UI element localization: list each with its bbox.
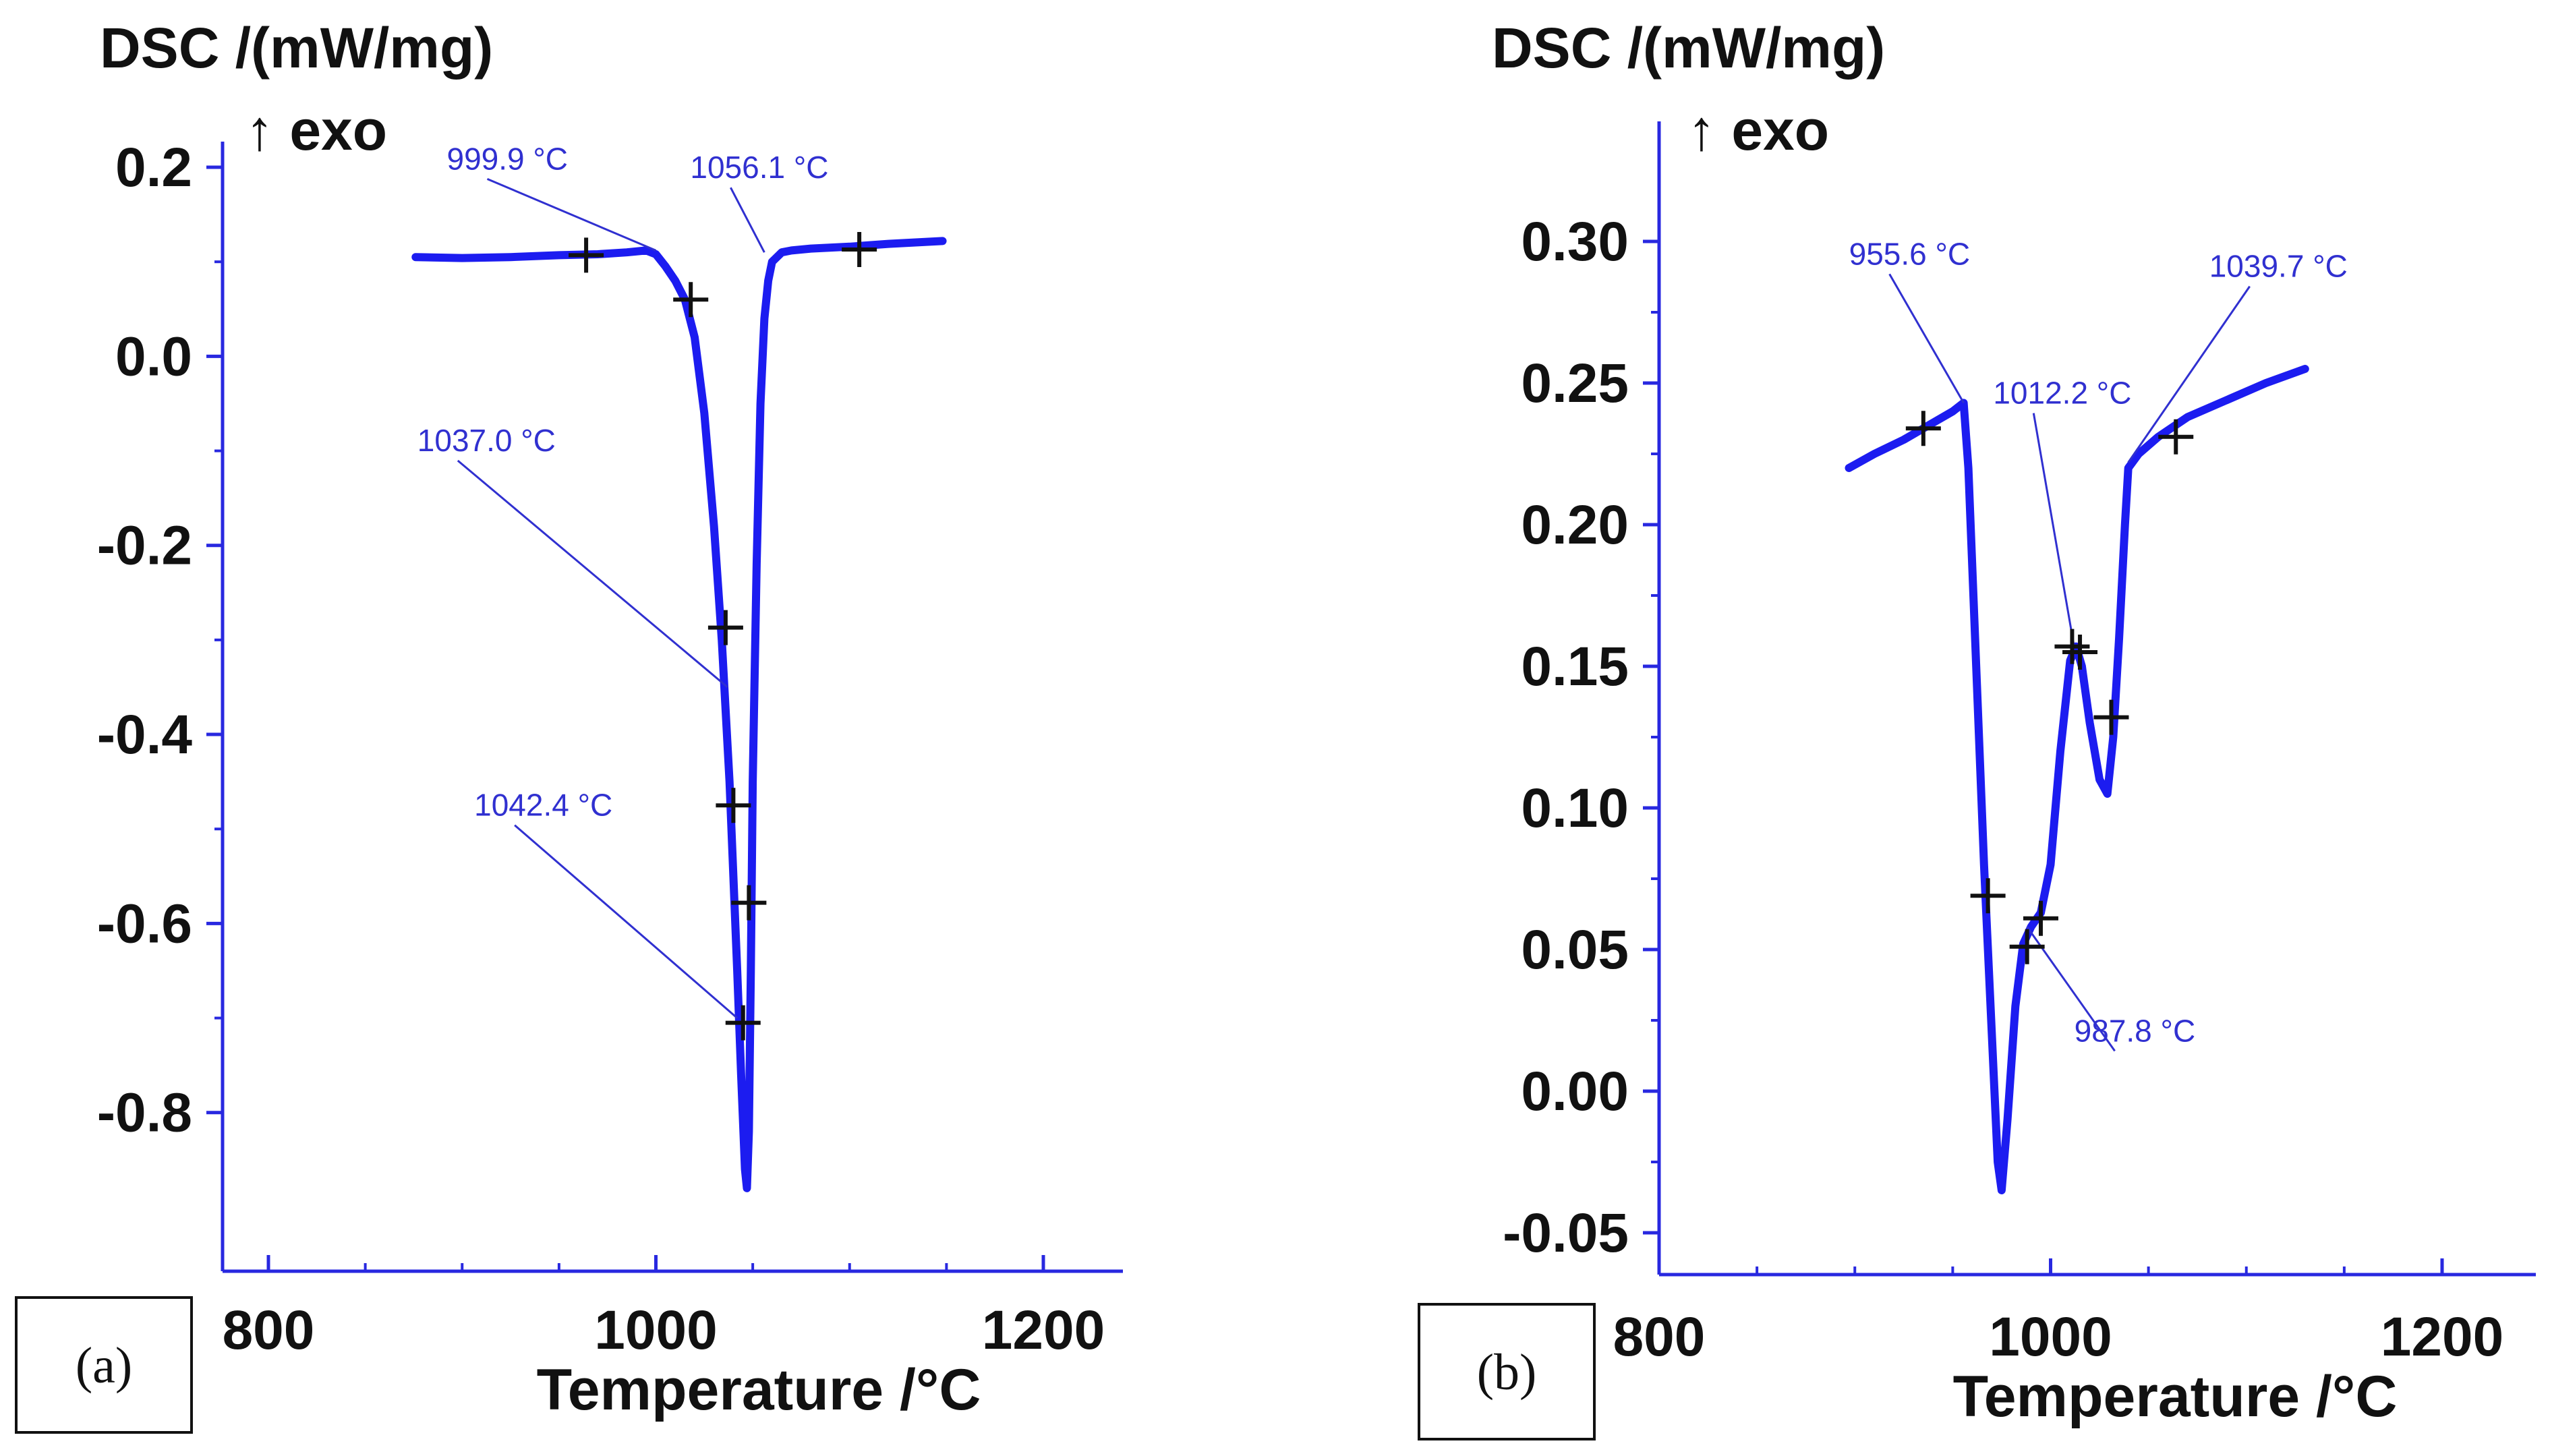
- panel-b-annotation-label: 955.6 °C: [1849, 236, 1971, 271]
- panel-a-ytick-label: -0.6: [97, 893, 192, 954]
- panel-b-marker: [1905, 411, 1941, 446]
- panel-b-annotation-label: 1012.2 °C: [1993, 376, 2131, 411]
- panel-b-chart: DSC /(mW/mg) ↑ exo 0.30 0.25 0.20 0.15 0.10 0…: [1418, 16, 2536, 1440]
- panel-b-xtick-label: 1200: [2381, 1306, 2503, 1368]
- panel-b-ytick-label: 0.25: [1521, 353, 1629, 414]
- panel-b-annotation-label: 1039.7 °C: [2209, 249, 2348, 284]
- panel-a-marker: [731, 885, 767, 921]
- panel-a-marker: [725, 1005, 761, 1041]
- panel-b-ytick-label: 0.20: [1521, 494, 1629, 556]
- panel-a-annotation-label: 1037.0 °C: [417, 423, 556, 458]
- panel-a-ylabel: DSC /(mW/mg): [100, 16, 493, 80]
- panel-b-marker: [2054, 629, 2090, 664]
- panel-b-annotation-label: 987.8 °C: [2075, 1013, 2196, 1048]
- panel-b-label: (b): [1477, 1344, 1537, 1401]
- panel-b-ytick-label: 0.05: [1521, 919, 1629, 981]
- panel-b-marker: [2062, 635, 2098, 670]
- panel-b-ytick-label: -0.05: [1503, 1202, 1629, 1264]
- panel-a-ytick-label: -0.4: [97, 704, 193, 765]
- panel-b-annotation-leader: [2032, 413, 2075, 647]
- panel-b-ytick-label: 0.30: [1521, 211, 1629, 272]
- panel-a-annotation-leader: [457, 459, 728, 689]
- panel-a-chart: DSC /(mW/mg) ↑ exo 0.2 0.0 -0.2 -0.4 -0.6 -0.…: [15, 16, 1123, 1434]
- panel-b-ytick-label: 0.00: [1521, 1061, 1629, 1122]
- panel-a-annotation-label: 1042.4 °C: [474, 788, 612, 823]
- panel-a-ytick-label: -0.2: [97, 515, 192, 577]
- panel-a-xtick-label: 800: [223, 1300, 315, 1361]
- panel-b-xtick-label: 800: [1613, 1306, 1706, 1368]
- panel-b-exo-label: ↑ exo: [1687, 98, 1829, 162]
- panel-b-xlabel: Temperature /°C: [1953, 1364, 2398, 1429]
- panel-b-marker: [1970, 878, 2006, 914]
- panel-b-dsc-curve: [1845, 365, 2309, 1194]
- panel-b-marker: [2009, 929, 2045, 964]
- panel-a-marker: [673, 282, 709, 318]
- panel-a-annotation-label: 999.9 °C: [447, 141, 569, 176]
- panel-a-ytick-label: -0.8: [97, 1082, 192, 1144]
- panel-a-annotation-label: 1056.1 °C: [690, 150, 828, 185]
- panel-b-marker: [2023, 900, 2058, 936]
- panel-a-ytick-label: 0.2: [115, 137, 192, 198]
- panel-a-xtick-label: 1000: [594, 1300, 717, 1361]
- panel-a-ytick-label: 0.0: [115, 326, 192, 387]
- panel-a-annotation-leader: [730, 187, 765, 253]
- panel-a-exo-label: ↑ exo: [245, 98, 387, 162]
- panel-b-xtick-label: 1000: [1989, 1306, 2112, 1368]
- panel-a-xlabel: Temperature /°C: [537, 1358, 981, 1422]
- panel-b-ytick-label: 0.10: [1521, 778, 1629, 839]
- panel-b-marker: [2158, 419, 2194, 455]
- panel-b-marker: [2093, 699, 2129, 735]
- panel-b-label-box: [1418, 1303, 1596, 1440]
- panel-a-marker: [842, 231, 877, 267]
- panel-a-annotation-leader: [486, 178, 657, 252]
- panel-b-ylabel: DSC /(mW/mg): [1492, 16, 1885, 80]
- panel-a-marker: [716, 788, 751, 823]
- panel-b-annotation-leader: [1888, 273, 1965, 404]
- panel-a-xtick-label: 1200: [982, 1300, 1105, 1361]
- panel-a-annotation-leader: [514, 824, 738, 1019]
- panel-a-dsc-curve: [411, 237, 947, 1192]
- panel-a-marker: [707, 610, 743, 645]
- panel-a-label-box: [15, 1296, 193, 1434]
- panel-a-label: (a): [76, 1337, 132, 1394]
- panel-a-marker: [569, 237, 604, 273]
- panel-b-annotation-leader: [2127, 285, 2251, 463]
- panel-b-ytick-label: 0.15: [1521, 636, 1629, 697]
